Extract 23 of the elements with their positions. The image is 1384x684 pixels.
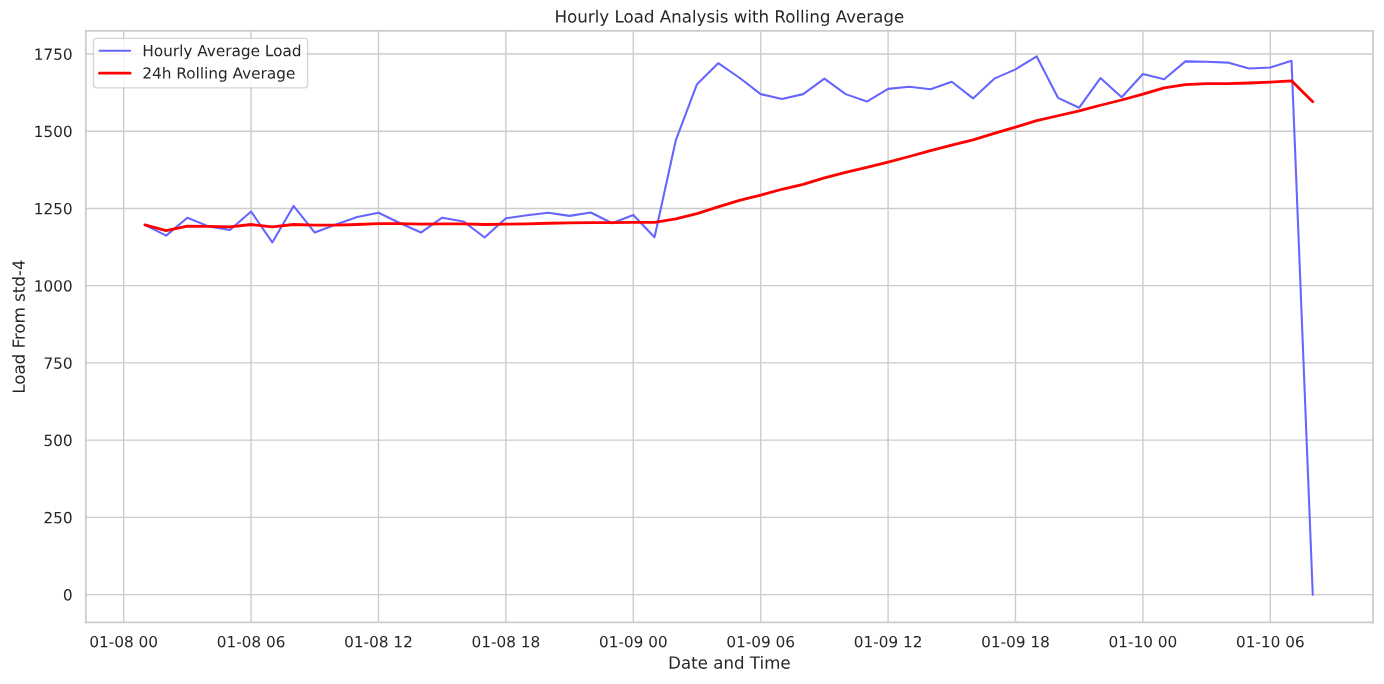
y-tick-label: 1500 [35,125,72,138]
y-tick-label: 0 [63,589,72,601]
x-tick-label: 01-08 00 [90,635,158,648]
y-tick-label: 1250 [35,202,72,215]
x-tick-label: 01-10 06 [1236,635,1304,648]
y-tick-label: 500 [44,434,72,447]
x-tick-label: 01-08 18 [472,635,540,648]
chart-title: Hourly Load Analysis with Rolling Average [556,9,904,26]
x-axis-title: Date and Time [669,655,790,669]
y-tick-label: 1750 [35,48,72,60]
x-tick-label: 01-08 12 [345,635,412,648]
x-tick-label: 01-08 06 [217,635,285,648]
legend-label: 24h Rolling Average [143,66,295,82]
legend-label: Hourly Average Load [143,44,301,60]
x-tick-label: 01-09 12 [854,635,921,648]
y-axis-title: Load From std-4 [12,260,25,393]
x-tick-label: 01-09 18 [982,635,1049,648]
x-tick-label: 01-10 00 [1109,635,1177,648]
x-tick-label: 01-09 00 [599,635,667,648]
y-tick-label: 250 [44,511,72,524]
x-tick-label: 01-09 06 [727,635,795,648]
y-tick-label: 1000 [35,280,72,292]
y-tick-label: 750 [44,357,72,369]
